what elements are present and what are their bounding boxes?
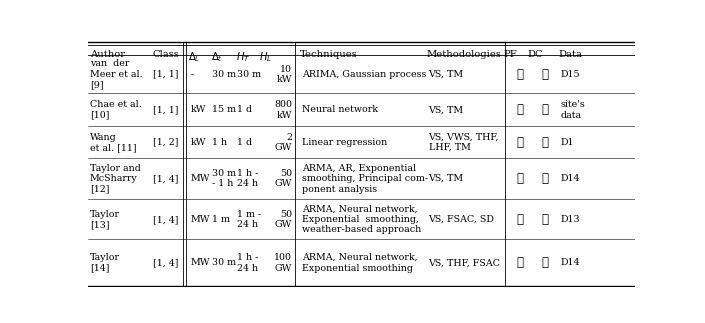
Text: [1, 4]: [1, 4] (152, 215, 178, 224)
Text: D1: D1 (560, 138, 575, 147)
Text: 100
GW: 100 GW (274, 253, 292, 273)
Text: ✗: ✗ (517, 103, 524, 116)
Text: Class: Class (152, 50, 179, 59)
Text: ✓: ✓ (517, 68, 524, 81)
Text: 50
GW: 50 GW (274, 169, 292, 188)
Text: 1 d: 1 d (237, 105, 252, 114)
Text: D13: D13 (560, 215, 580, 224)
Text: Techniques: Techniques (300, 50, 358, 59)
Text: ✗: ✗ (517, 256, 524, 269)
Text: ✗: ✗ (517, 172, 524, 185)
Text: DC: DC (527, 50, 543, 59)
Text: Linear regression: Linear regression (302, 138, 388, 147)
Text: VS, THF, FSAC: VS, THF, FSAC (429, 258, 501, 267)
Text: D14: D14 (560, 174, 580, 183)
Text: ✓: ✓ (541, 103, 548, 116)
Text: Wang
et al. [11]: Wang et al. [11] (90, 132, 136, 152)
Text: [1, 4]: [1, 4] (152, 174, 178, 183)
Text: Methodologies: Methodologies (427, 50, 502, 59)
Text: van  der
Meer et al.
[9]: van der Meer et al. [9] (90, 59, 142, 89)
Text: ✓: ✓ (541, 68, 548, 81)
Text: ARIMA, Gaussian process: ARIMA, Gaussian process (302, 70, 427, 79)
Text: [1, 4]: [1, 4] (152, 258, 178, 267)
Text: 1 h -
24 h: 1 h - 24 h (237, 169, 258, 188)
Text: ARMA, Neural network,
Exponential  smoothing,
weather-based approach: ARMA, Neural network, Exponential smooth… (302, 204, 422, 234)
Text: Data: Data (558, 50, 582, 59)
Text: [1, 1]: [1, 1] (152, 105, 178, 114)
Text: 1 m: 1 m (212, 215, 230, 224)
Text: 1 h -
24 h: 1 h - 24 h (237, 253, 258, 273)
Text: Taylor
[13]: Taylor [13] (90, 210, 120, 229)
Text: 800
kW: 800 kW (274, 100, 292, 120)
Text: 1 h: 1 h (212, 138, 227, 147)
Text: ✗: ✗ (517, 136, 524, 149)
Text: ✗: ✗ (541, 136, 548, 149)
Text: 2
GW: 2 GW (274, 132, 292, 152)
Text: MW: MW (191, 174, 210, 183)
Text: 30 m: 30 m (212, 258, 236, 267)
Text: PF: PF (503, 50, 517, 59)
Text: D14: D14 (560, 258, 580, 267)
Text: kW: kW (191, 105, 207, 114)
Text: Chae et al.
[10]: Chae et al. [10] (90, 100, 142, 120)
Text: $\Delta_L$: $\Delta_L$ (188, 50, 200, 64)
Text: ✓: ✓ (541, 213, 548, 226)
Text: VS, TM: VS, TM (429, 174, 464, 183)
Text: site's
data: site's data (560, 100, 585, 120)
Text: ✓: ✓ (541, 172, 548, 185)
Text: VS, TM: VS, TM (429, 105, 464, 114)
Text: D15: D15 (560, 70, 580, 79)
Text: VS, TM: VS, TM (429, 70, 464, 79)
Text: $H_T$: $H_T$ (235, 50, 250, 64)
Text: VS, FSAC, SD: VS, FSAC, SD (429, 215, 494, 224)
Text: 1 d: 1 d (237, 138, 252, 147)
Text: VS, VWS, THF,
LHF, TM: VS, VWS, THF, LHF, TM (429, 132, 499, 152)
Text: 1 m -
24 h: 1 m - 24 h (237, 210, 261, 229)
Text: 30 m: 30 m (212, 70, 236, 79)
Text: MW: MW (191, 215, 210, 224)
Text: ✓: ✓ (541, 256, 548, 269)
Text: ARMA, Neural network,
Exponential smoothing: ARMA, Neural network, Exponential smooth… (302, 253, 418, 273)
Text: 30 m: 30 m (237, 70, 261, 79)
Text: 50
GW: 50 GW (274, 210, 292, 229)
Text: kW: kW (191, 138, 207, 147)
Text: 30 m
- 1 h: 30 m - 1 h (212, 169, 236, 188)
Text: [1, 2]: [1, 2] (152, 138, 178, 147)
Text: -: - (191, 70, 194, 79)
Text: $\Delta_t$: $\Delta_t$ (211, 50, 223, 64)
Text: Taylor
[14]: Taylor [14] (90, 253, 120, 273)
Text: Neural network: Neural network (302, 105, 379, 114)
Text: 10
kW: 10 kW (276, 65, 292, 84)
Text: MW: MW (191, 258, 210, 267)
Text: ✗: ✗ (517, 213, 524, 226)
Text: [1, 1]: [1, 1] (152, 70, 178, 79)
Text: Taylor and
McSharry
[12]: Taylor and McSharry [12] (90, 164, 140, 193)
Text: ARMA, AR, Exponential
smoothing, Principal com-
ponent analysis: ARMA, AR, Exponential smoothing, Princip… (302, 164, 429, 193)
Text: $H_L$: $H_L$ (259, 50, 271, 64)
Text: 15 m: 15 m (212, 105, 236, 114)
Text: Author: Author (90, 50, 125, 59)
